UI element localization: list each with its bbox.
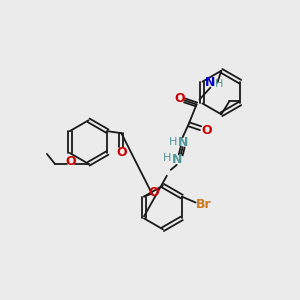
Text: O: O: [201, 124, 212, 137]
Text: H: H: [215, 79, 224, 88]
Text: O: O: [174, 92, 185, 105]
Text: N: N: [178, 136, 188, 148]
Text: O: O: [65, 155, 76, 168]
Text: H: H: [169, 137, 177, 147]
Text: O: O: [148, 186, 159, 199]
Text: N: N: [205, 76, 216, 89]
Text: O: O: [116, 146, 127, 160]
Text: N: N: [172, 153, 182, 167]
Text: H: H: [163, 153, 171, 163]
Text: Br: Br: [196, 198, 211, 211]
